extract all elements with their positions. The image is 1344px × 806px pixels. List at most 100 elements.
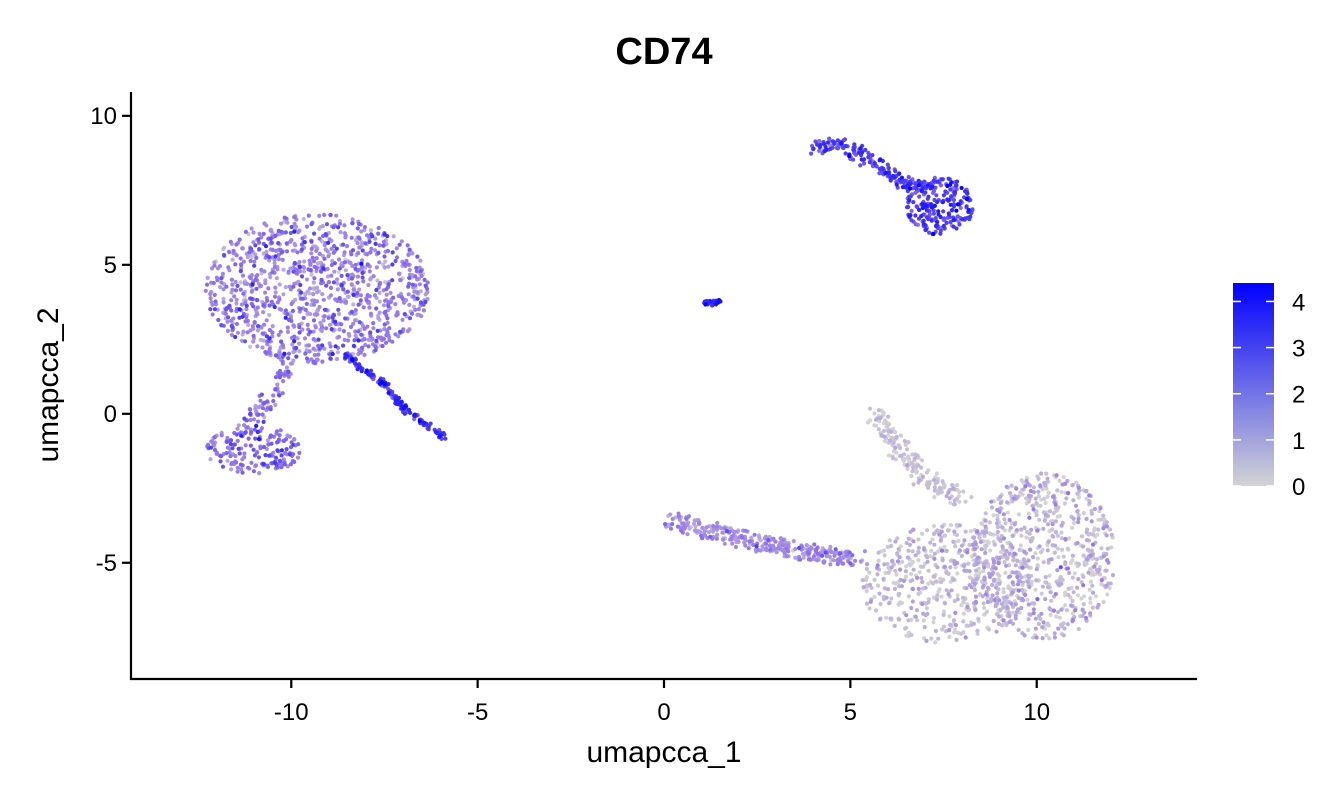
data-point bbox=[376, 250, 381, 255]
data-point bbox=[942, 609, 947, 614]
data-point bbox=[698, 529, 703, 535]
data-point bbox=[285, 464, 290, 469]
data-point bbox=[996, 614, 1002, 619]
data-point bbox=[376, 225, 381, 231]
data-point bbox=[249, 460, 254, 465]
data-point bbox=[867, 406, 873, 411]
data-point bbox=[952, 529, 957, 534]
data-point bbox=[363, 241, 368, 246]
data-point bbox=[258, 398, 263, 403]
data-point bbox=[297, 259, 302, 265]
data-point bbox=[385, 316, 390, 321]
data-point bbox=[882, 434, 887, 439]
data-point bbox=[941, 223, 946, 229]
data-point bbox=[965, 550, 970, 555]
data-point bbox=[774, 550, 779, 555]
data-point bbox=[407, 275, 412, 281]
data-point bbox=[835, 138, 841, 143]
data-point bbox=[1004, 484, 1009, 489]
data-point bbox=[948, 522, 954, 528]
data-point bbox=[234, 321, 240, 327]
data-point bbox=[970, 207, 975, 212]
data-point bbox=[1014, 528, 1020, 533]
data-point bbox=[994, 629, 999, 634]
data-point bbox=[1034, 513, 1039, 518]
data-point bbox=[875, 583, 881, 588]
data-point bbox=[297, 325, 302, 330]
data-point bbox=[251, 469, 256, 474]
data-point bbox=[284, 241, 289, 246]
data-point bbox=[345, 289, 350, 294]
data-point bbox=[886, 565, 891, 570]
data-point bbox=[270, 324, 275, 329]
data-point bbox=[415, 290, 420, 295]
data-point bbox=[911, 567, 916, 572]
data-point bbox=[373, 248, 378, 253]
data-point bbox=[281, 438, 287, 443]
data-point bbox=[245, 330, 250, 335]
data-point bbox=[410, 282, 415, 287]
data-point bbox=[983, 518, 988, 523]
data-point bbox=[358, 350, 363, 355]
data-point bbox=[328, 344, 333, 349]
data-point bbox=[290, 248, 295, 253]
data-point bbox=[273, 233, 278, 238]
data-point bbox=[291, 452, 296, 457]
data-point bbox=[322, 314, 327, 319]
data-point bbox=[309, 239, 314, 244]
data-point bbox=[912, 456, 917, 461]
data-point bbox=[930, 184, 935, 189]
data-point bbox=[916, 207, 922, 212]
data-point bbox=[793, 555, 798, 560]
data-point bbox=[1001, 512, 1007, 517]
data-point bbox=[366, 344, 371, 349]
data-point bbox=[339, 283, 344, 288]
data-point bbox=[1007, 586, 1012, 591]
data-point bbox=[315, 357, 320, 362]
data-point bbox=[743, 543, 748, 548]
data-point bbox=[890, 435, 895, 440]
data-point bbox=[248, 344, 253, 349]
data-point bbox=[927, 230, 932, 235]
data-point bbox=[904, 540, 909, 546]
data-point bbox=[1063, 590, 1068, 595]
data-point bbox=[1102, 517, 1107, 522]
data-point bbox=[954, 183, 959, 188]
data-point bbox=[381, 336, 386, 341]
data-point bbox=[1104, 533, 1109, 538]
data-point bbox=[394, 313, 399, 318]
data-point bbox=[886, 587, 891, 592]
data-point bbox=[287, 434, 292, 439]
data-point bbox=[256, 419, 261, 424]
data-point bbox=[391, 295, 396, 300]
data-point bbox=[316, 352, 321, 357]
data-point bbox=[233, 279, 238, 284]
data-point bbox=[334, 356, 339, 362]
data-point bbox=[885, 562, 890, 567]
data-point bbox=[305, 289, 310, 294]
data-point bbox=[1050, 533, 1055, 539]
data-point bbox=[292, 221, 297, 226]
data-point bbox=[239, 433, 244, 438]
data-point bbox=[946, 211, 951, 216]
data-point bbox=[887, 438, 892, 443]
data-point bbox=[273, 254, 278, 259]
data-point bbox=[973, 599, 979, 604]
data-point bbox=[817, 148, 822, 153]
data-point bbox=[321, 318, 326, 323]
data-point bbox=[1039, 611, 1044, 616]
data-point bbox=[270, 247, 275, 252]
data-point bbox=[957, 548, 963, 553]
data-point bbox=[393, 258, 398, 264]
data-point bbox=[975, 628, 980, 633]
data-point bbox=[898, 433, 904, 438]
data-point bbox=[239, 467, 244, 472]
data-point bbox=[425, 280, 430, 285]
data-point bbox=[900, 185, 906, 190]
data-point bbox=[382, 265, 387, 270]
data-point bbox=[241, 329, 246, 334]
data-point bbox=[924, 528, 930, 533]
colorbar bbox=[1233, 283, 1274, 486]
data-point bbox=[291, 442, 296, 447]
data-point bbox=[254, 255, 259, 260]
